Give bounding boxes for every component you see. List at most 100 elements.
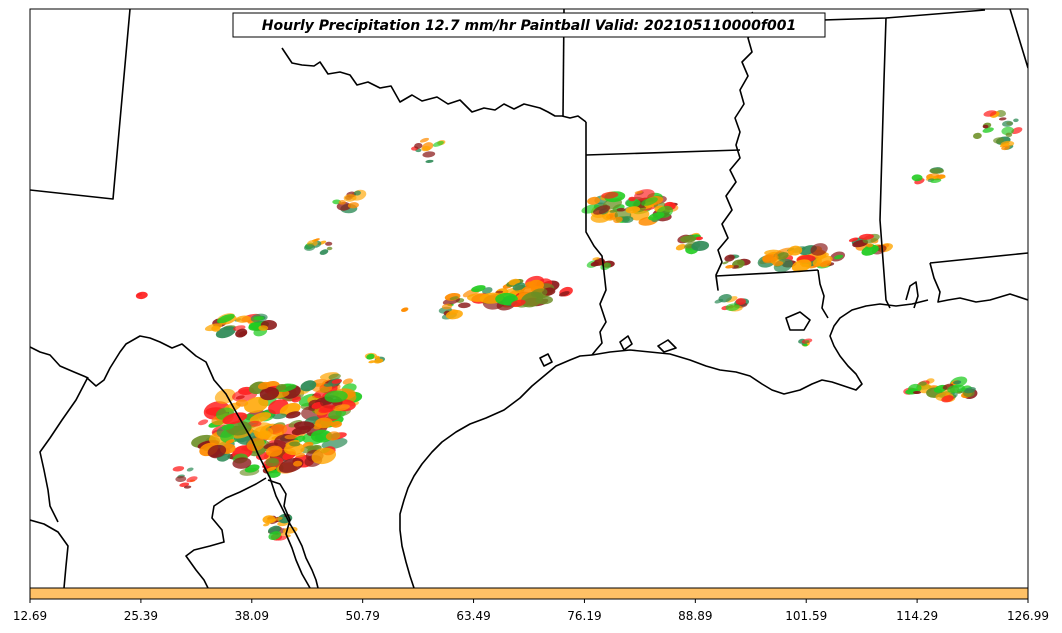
precipitation-blob — [330, 421, 342, 428]
precipitation-blob — [303, 244, 316, 251]
precipitation-blob — [332, 404, 350, 412]
precipitation-blob — [1001, 126, 1014, 136]
colorbar-tick-label: 25.39 — [124, 609, 158, 623]
colorbar-tick-label: 38.09 — [235, 609, 269, 623]
precipitation-blob — [366, 353, 375, 360]
precipitation-blob — [511, 299, 526, 307]
precipitation-blob — [216, 314, 235, 324]
colorbar-tick-label: 114.29 — [896, 609, 938, 623]
precipitation-blob — [235, 328, 248, 338]
precipitation-blob — [908, 383, 922, 394]
boundary-ar-la — [585, 149, 741, 156]
precipitation-blob — [735, 298, 746, 305]
precipitation-blob — [323, 383, 334, 387]
precipitation-blob — [590, 261, 599, 267]
precipitation-blob — [253, 316, 265, 321]
coastline-gulf — [399, 354, 593, 588]
precipitation-blob — [776, 252, 789, 260]
precipitation-blob — [325, 431, 341, 441]
precipitation-blob — [820, 260, 832, 268]
precipitation-blob — [419, 137, 430, 143]
precipitation-blob — [315, 417, 333, 429]
title-background — [232, 12, 826, 38]
precipitation-blob — [495, 290, 504, 294]
precipitation-blob — [941, 395, 954, 403]
boundary-mexico-4 — [267, 479, 311, 588]
boundary-mississippi-river — [715, 11, 819, 291]
precipitation-blob — [626, 198, 641, 208]
precipitation-blob — [268, 459, 278, 464]
precipitation-blob — [324, 390, 348, 403]
boundary-ms-al — [879, 17, 891, 309]
precipitation-blob — [1005, 132, 1013, 138]
precipitation-blob — [495, 292, 518, 306]
colorbar-tick-label: 50.79 — [345, 609, 379, 623]
coastline-bays — [539, 311, 811, 367]
precipitation-blob — [675, 244, 686, 251]
precipitation-blob — [593, 205, 611, 215]
precipitation-blob — [803, 343, 808, 347]
precipitation-blob — [722, 261, 729, 265]
boundary-pearl-river — [817, 269, 829, 319]
colorbar-tick-label: 88.89 — [678, 609, 712, 623]
precipitation-blob — [725, 264, 734, 269]
precipitation-blob — [592, 257, 600, 261]
precipitation-blob — [801, 263, 810, 268]
precipitation-blob — [1001, 145, 1010, 151]
precipitation-blob — [834, 254, 844, 260]
precipitation-blob — [425, 159, 434, 163]
precipitation-blob — [347, 202, 359, 209]
precipitation-blob — [421, 145, 431, 152]
colorbar-tick-label: 76.19 — [567, 609, 601, 623]
precipitation-blob — [311, 447, 337, 465]
precipitation-blob — [445, 309, 463, 320]
boundary-al-fl — [929, 262, 1028, 303]
precipitation-blob — [913, 390, 921, 395]
precipitation-blob — [262, 515, 276, 524]
precipitation-blob — [235, 315, 252, 323]
precipitation-blob — [621, 215, 634, 224]
precipitation-blob — [628, 196, 636, 202]
coastline-louisiana — [591, 299, 929, 395]
precipitation-blob — [973, 132, 982, 140]
precipitation-blob — [214, 388, 236, 404]
precipitation-blob — [310, 429, 333, 443]
precipitation-blob — [400, 307, 409, 313]
map-panel — [30, 9, 1028, 588]
precipitation-blob — [221, 423, 235, 430]
precipitation-blob — [587, 196, 601, 205]
precipitation-blob — [258, 325, 269, 331]
precipitation-blob — [1011, 127, 1023, 135]
precipitation-blob — [272, 413, 287, 420]
precipitation-blob — [714, 298, 724, 304]
precipitation-blob — [319, 404, 336, 413]
precipitation-blob — [998, 117, 1007, 121]
precipitation-blob — [246, 437, 265, 452]
colorbar-fill — [29, 587, 1029, 600]
precipitation-blob — [947, 384, 966, 394]
precipitation-blob — [342, 378, 354, 385]
precipitation-blob — [373, 358, 384, 364]
precipitation-blob — [691, 240, 710, 251]
boundary-mexico-3 — [185, 477, 267, 588]
precipitation-blob — [186, 467, 194, 472]
precipitation-blob — [289, 441, 301, 447]
precipitation-blob — [368, 360, 376, 364]
precipitation-blob — [609, 209, 619, 213]
precipitation-blob — [331, 379, 342, 384]
precipitation-blob — [787, 245, 803, 256]
boundary-red-river — [281, 47, 587, 123]
precipitation-blob — [244, 396, 269, 413]
precipitation-blob — [940, 175, 946, 179]
precipitation-blob — [172, 466, 185, 472]
precipitation-blob — [999, 142, 1010, 148]
precipitation-blob — [866, 243, 874, 248]
precipitation-blob — [982, 124, 989, 129]
precipitation-blob — [449, 296, 459, 301]
precipitation-blob — [284, 434, 297, 440]
boundary-mexico-1 — [30, 519, 69, 588]
coastline-mobile-bay — [905, 281, 919, 309]
precipitation-blob — [249, 412, 272, 424]
colorbar-tick-label: 12.69 — [13, 609, 47, 623]
precipitation-blob — [648, 212, 665, 221]
